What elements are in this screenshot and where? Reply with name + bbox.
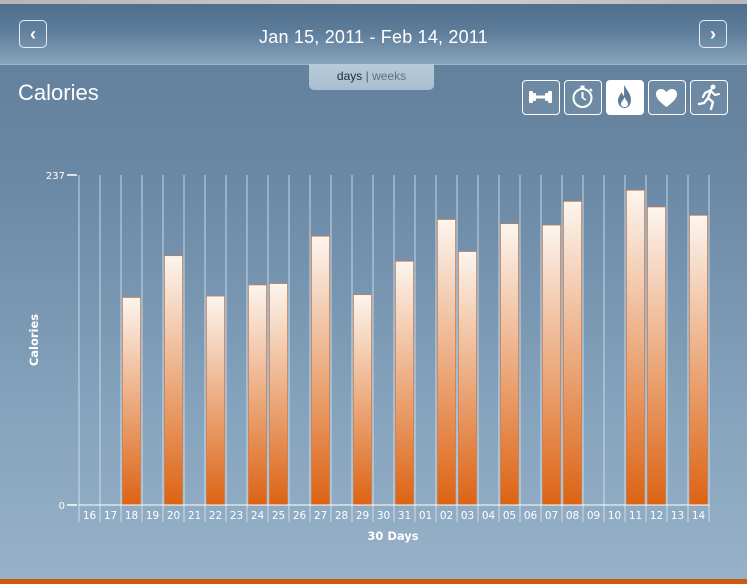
activity-metric-button[interactable] [690, 80, 728, 115]
x-tick-label: 30 [377, 510, 390, 522]
bar-day-20 [164, 255, 183, 506]
runner-icon [697, 84, 720, 111]
date-header: ‹ Jan 15, 2011 - Feb 14, 2011 › [0, 4, 747, 65]
days-option[interactable]: days [336, 69, 363, 83]
page-title: Calories [18, 80, 99, 105]
date-range-label: Jan 15, 2011 - Feb 14, 2011 [259, 27, 488, 47]
bar-day-03 [458, 251, 477, 506]
bar-day-12 [647, 206, 666, 506]
heart-icon [656, 89, 677, 107]
x-tick-label: 25 [272, 510, 285, 522]
calories-metric-button[interactable] [606, 80, 644, 115]
duration-metric-button[interactable] [564, 80, 602, 115]
bar-day-11 [626, 190, 645, 506]
x-tick-label: 20 [167, 510, 180, 522]
x-tick-label: 14 [692, 510, 706, 522]
bar-day-31 [395, 261, 414, 506]
days-weeks-toggle: days | weeks [309, 64, 434, 90]
y-tick-label-min: 0 [59, 501, 65, 512]
x-tick-label: 27 [314, 510, 327, 522]
x-tick-label: 06 [524, 510, 538, 522]
y-axis-label: Calories [27, 314, 41, 366]
bar-day-25 [269, 283, 288, 506]
x-tick-label: 23 [230, 510, 243, 522]
x-tick-label: 05 [503, 510, 516, 522]
x-tick-label: 07 [545, 510, 558, 522]
y-tick-label-max: 237 [46, 171, 65, 182]
bar-day-29 [353, 294, 372, 506]
x-tick-label: 28 [335, 510, 348, 522]
bottom-accent-stripe [0, 579, 747, 584]
toggle-separator: | [365, 69, 369, 83]
previous-period-button[interactable]: ‹ [19, 20, 47, 48]
bar-day-27 [311, 235, 330, 506]
bar-day-07 [542, 224, 561, 506]
x-tick-label: 16 [83, 510, 97, 522]
x-tick-label: 11 [629, 510, 642, 522]
flame-icon [618, 85, 631, 108]
stopwatch-icon [572, 85, 593, 108]
weeks-option[interactable]: weeks [372, 69, 407, 83]
bar-day-08 [563, 201, 582, 506]
bar-day-14 [689, 215, 708, 506]
x-tick-label: 09 [587, 510, 600, 522]
next-period-button[interactable]: › [699, 20, 727, 48]
x-tick-label: 03 [461, 510, 474, 522]
x-tick-label: 01 [419, 510, 432, 522]
chart-axes: 237 0 16 17 18 19 20 21 22 23 24 25 26 27 28 29 30 31 01 02… [27, 171, 709, 543]
x-axis-label: 30 Days [367, 529, 418, 543]
strength-metric-button[interactable] [522, 80, 560, 115]
bar-day-22 [206, 295, 225, 506]
x-tick-label: 29 [356, 510, 369, 522]
heart-rate-metric-button[interactable] [648, 80, 686, 115]
bar-day-05 [500, 223, 519, 506]
bar-day-02 [437, 219, 456, 506]
x-tick-label: 02 [440, 510, 453, 522]
x-tick-label: 22 [209, 510, 222, 522]
x-tick-label: 31 [398, 510, 411, 522]
chart-bars [122, 190, 708, 506]
x-tick-label: 21 [188, 510, 201, 522]
x-tick-label: 13 [671, 510, 684, 522]
x-tick-label: 17 [104, 510, 117, 522]
chart-grid [78, 175, 710, 522]
bar-day-18 [122, 297, 141, 506]
x-tick-label: 26 [293, 510, 307, 522]
x-tick-label: 18 [125, 510, 138, 522]
x-tick-label: 24 [251, 510, 265, 522]
bar-day-24 [248, 284, 267, 506]
dumbbell-icon [529, 91, 552, 103]
x-tick-label: 08 [566, 510, 579, 522]
x-tick-label: 12 [650, 510, 663, 522]
x-tick-label: 10 [608, 510, 621, 522]
x-tick-label: 04 [482, 510, 496, 522]
top-edge-strip [0, 0, 747, 4]
x-tick-label: 19 [146, 510, 159, 522]
